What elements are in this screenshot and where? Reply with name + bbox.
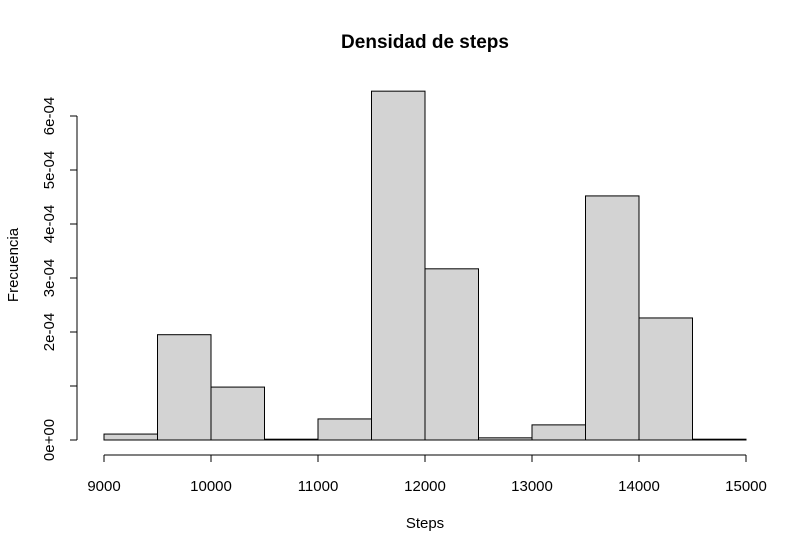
y-tick-label: 2e-04	[41, 313, 58, 351]
y-tick-label: 0e+00	[41, 419, 58, 461]
histogram-bar-2	[157, 334, 212, 441]
y-tick-label: 6e-04	[41, 97, 58, 135]
histogram-bar-12	[692, 438, 747, 441]
x-tick-label: 13000	[511, 478, 553, 495]
histogram-bar-6	[371, 90, 426, 441]
x-tick-label: 15000	[725, 478, 767, 495]
x-tick-label: 14000	[618, 478, 660, 495]
histogram-bar-11	[638, 317, 693, 441]
x-tick-label: 9000	[87, 478, 120, 495]
x-axis-label: Steps	[406, 515, 444, 532]
histogram-bar-9	[531, 424, 586, 441]
histogram-bar-10	[585, 195, 640, 441]
x-tick-label: 11000	[298, 478, 339, 495]
histogram-bar-4	[264, 438, 319, 441]
histogram-bar-7	[424, 268, 479, 441]
y-axis: 0e+00 2e-04 3e-04 4e-04 5e-04 6e-04	[41, 97, 78, 461]
chart-title: Densidad de steps	[341, 32, 509, 53]
y-tick-label: 4e-04	[41, 205, 58, 243]
x-tick-label: 10000	[190, 478, 232, 495]
x-axis: 9000 10000 11000 12000 13000 14000 15000	[87, 454, 767, 495]
histogram-bar-1	[103, 433, 158, 441]
bars-group	[103, 90, 747, 441]
y-tick-label: 3e-04	[41, 259, 58, 297]
x-tick-label: 12000	[404, 478, 446, 495]
y-tick-label: 5e-04	[41, 151, 58, 189]
histogram-bar-3	[210, 386, 265, 441]
histogram-bar-5	[317, 418, 372, 441]
y-axis-label: Frecuencia	[5, 227, 22, 302]
histogram-bar-8	[478, 437, 533, 441]
